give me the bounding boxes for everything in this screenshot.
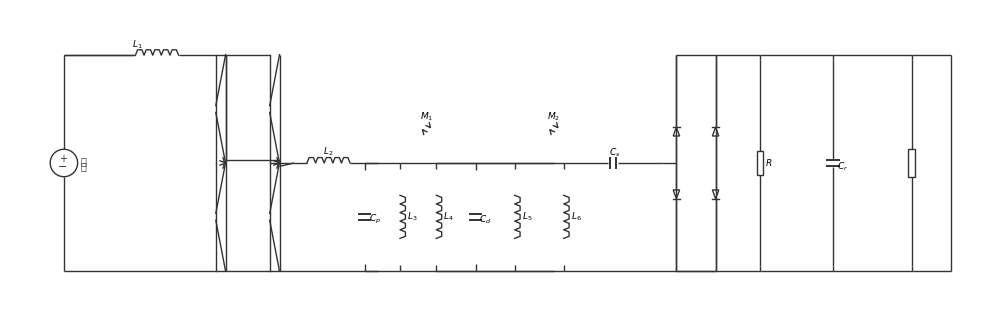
Text: 直: 直 [80, 156, 86, 166]
Text: 流: 流 [80, 162, 86, 172]
Text: $L_3$: $L_3$ [407, 211, 417, 223]
Text: $L_4$: $L_4$ [443, 211, 454, 223]
Text: $L_6$: $L_6$ [571, 211, 581, 223]
Bar [757, 151, 763, 175]
Text: $M_2$: $M_2$ [547, 111, 560, 123]
Text: $L_2$: $L_2$ [323, 146, 334, 158]
Text: $C_d$: $C_d$ [479, 214, 492, 226]
Text: $M_1$: $M_1$ [420, 111, 433, 123]
Bar [908, 149, 915, 177]
Text: −: − [58, 162, 68, 172]
Text: $C_s$: $C_s$ [609, 146, 620, 159]
Text: $C_r$: $C_r$ [837, 161, 848, 173]
Text: $R$: $R$ [765, 158, 772, 169]
Text: +: + [59, 154, 67, 164]
Text: $L_1$: $L_1$ [132, 39, 143, 51]
Text: $C_p$: $C_p$ [369, 213, 381, 226]
Text: $L_5$: $L_5$ [522, 211, 532, 223]
